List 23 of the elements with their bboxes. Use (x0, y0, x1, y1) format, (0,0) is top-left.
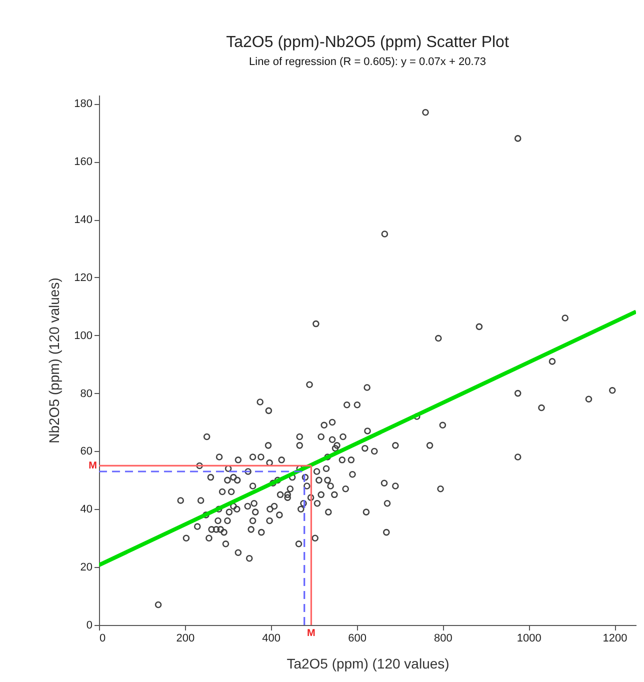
x-tick-label: 400 (262, 632, 281, 644)
chart-subtitle: Line of regression (R = 0.605): y = 0.07x + 20.73 (249, 56, 486, 68)
y-tick-label: 40 (80, 504, 92, 516)
y-axis-title: Nb2O5 (ppm) (120 values) (46, 278, 62, 444)
ref-line-label: M (88, 460, 97, 472)
y-tick-label: 80 (80, 388, 92, 400)
y-tick-label: 0 (86, 620, 92, 632)
y-tick-label: 100 (74, 330, 92, 342)
x-tick-label: 800 (434, 632, 452, 644)
y-tick-label: 160 (74, 156, 92, 168)
y-tick-label: 20 (80, 562, 92, 574)
y-tick-label: 140 (74, 214, 92, 226)
x-tick-label: 0 (100, 632, 106, 644)
x-tick-label: 600 (348, 632, 366, 644)
x-tick-label: 200 (176, 632, 195, 644)
ref-line-label: M (307, 628, 316, 639)
x-tick-label: 1000 (516, 632, 542, 644)
y-tick-label: 60 (80, 446, 92, 458)
chart-title: Ta2O5 (ppm)-Nb2O5 (ppm) Scatter Plot (226, 34, 510, 51)
y-tick-label: 120 (74, 272, 92, 284)
y-tick-label: 180 (74, 98, 92, 110)
x-axis-title: Ta2O5 (ppm) (120 values) (286, 656, 450, 672)
x-tick-label: 1200 (602, 632, 628, 644)
